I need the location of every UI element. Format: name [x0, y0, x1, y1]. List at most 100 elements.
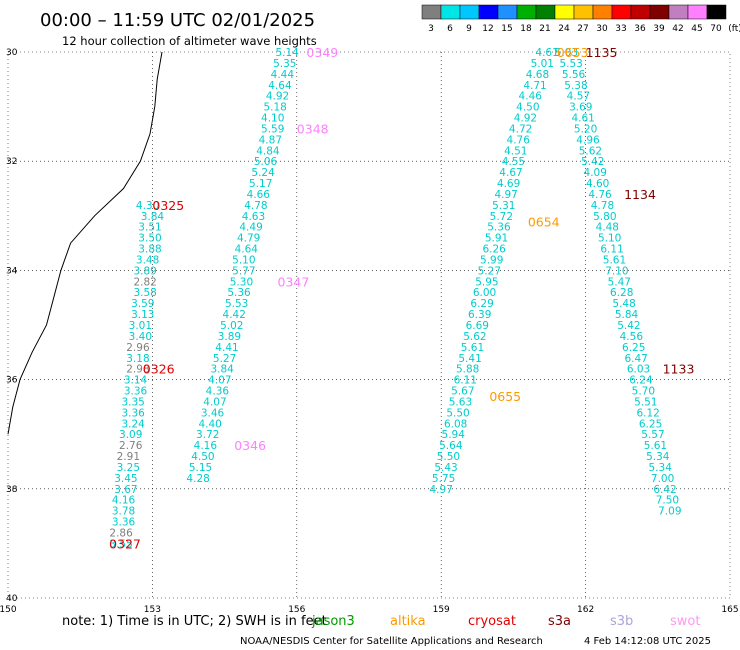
wave-height-value: 5.41: [458, 353, 481, 365]
wave-height-value: 4.64: [268, 80, 292, 92]
pass-time-label: 1135: [586, 45, 618, 60]
wave-height-value: 3.69: [569, 102, 592, 114]
wave-height-value: 5.88: [456, 364, 479, 376]
wave-height-value: 3.55: [109, 538, 132, 550]
wave-height-value: 5.77: [232, 265, 255, 277]
pass-time-label: 0327: [109, 536, 141, 551]
wave-height-value: 6.11: [600, 244, 623, 256]
wave-height-value: 4.76: [507, 134, 531, 146]
wave-height-value: 3.25: [117, 462, 140, 474]
colorbar-label: 42: [672, 24, 683, 34]
wave-height-value: 5.62: [463, 331, 486, 343]
wave-height-value: 5.31: [492, 200, 515, 212]
plot-frame: [7, 51, 731, 599]
wave-height-value: 5.24: [251, 167, 275, 179]
wave-height-value: 3.09: [119, 429, 142, 441]
wave-height-value: 5.50: [446, 407, 469, 419]
wave-height-value: 3.51: [138, 222, 161, 234]
wave-height-value: 6.08: [444, 418, 467, 430]
wave-height-value: 5.34: [649, 462, 673, 474]
wave-height-value: 4.84: [256, 145, 280, 157]
colorbar-swatch: [687, 4, 708, 20]
footer: note: 1) Time is in UTC; 2) SWH is in fe…: [62, 614, 711, 647]
wave-height-value: 5.61: [603, 254, 626, 266]
satellite-legend: jason3 altika cryosat s3a s3b swot: [311, 614, 700, 629]
x-tick-label: 159: [433, 605, 450, 615]
wave-height-value: 4.61: [571, 113, 594, 125]
wave-height-value: 5.95: [475, 276, 498, 288]
wave-height-value: 4.92: [266, 91, 289, 103]
wave-height-value: 4.41: [215, 342, 238, 354]
wave-height-value: 5.30: [230, 276, 253, 288]
y-tick-label: 32: [6, 157, 17, 167]
wave-height-value: 4.07: [203, 396, 226, 408]
colorbar-label: (ft): [728, 24, 740, 34]
pass-time-label: 0348: [297, 121, 329, 136]
colorbar-swatch: [516, 4, 537, 20]
wave-height-value: 5.43: [434, 462, 457, 474]
wave-height-value: 4.42: [223, 309, 246, 321]
colorbar-swatch: [478, 4, 499, 20]
pass-time-label: 0326: [143, 362, 175, 377]
wave-height-value: 4.40: [198, 418, 221, 430]
wave-height-value: 5.47: [608, 276, 631, 288]
wave-height-value: 5.94: [442, 429, 466, 441]
wave-height-value: 4.57: [567, 91, 590, 103]
wave-height-value: 5.70: [632, 386, 655, 398]
wave-height-value: 6.00: [473, 287, 496, 299]
wave-height-value: 3.72: [196, 429, 219, 441]
wave-height-value: 2.91: [117, 451, 140, 463]
colorbar-swatch: [535, 4, 556, 20]
wave-height-value: 2.76: [119, 440, 143, 452]
wave-height-value: 4.46: [519, 91, 543, 103]
wave-height-value: 4.48: [596, 222, 619, 234]
colorbar-label: 15: [501, 24, 512, 34]
wave-height-value: 3.89: [133, 265, 156, 277]
colorbar-swatch: [440, 4, 461, 20]
wave-height-value: 5.35: [273, 58, 296, 70]
wave-height-value: 6.29: [470, 298, 493, 310]
wave-height-value: 6.03: [627, 364, 650, 376]
x-tick-label: 156: [288, 605, 305, 615]
satellite-legend-item: s3a: [548, 614, 571, 629]
coastline: [7, 51, 163, 435]
wave-height-value: 5.51: [634, 396, 657, 408]
wave-height-value: 2.96: [126, 342, 150, 354]
wave-height-value: 6.12: [636, 407, 659, 419]
axis-ticks: 150 153 156 159 162 165 30 32 34 36 38 40: [0, 48, 739, 615]
wave-height-value: 5.42: [581, 156, 604, 168]
wave-height-value: 5.80: [593, 211, 616, 223]
satellite-legend-item: s3b: [610, 614, 633, 629]
wave-height-value: 3.35: [121, 396, 144, 408]
colorbar-swatch: [611, 4, 632, 20]
wave-height-value: 3.36: [112, 517, 136, 529]
wave-height-value: 5.10: [598, 233, 621, 245]
wave-height-value: 5.38: [564, 80, 587, 92]
wave-height-value: 5.42: [617, 320, 640, 332]
wave-height-value: 5.10: [232, 254, 255, 266]
wave-height-value: 5.59: [261, 123, 284, 135]
wave-height-value: 3.78: [112, 506, 135, 518]
wave-height-value: 2.82: [133, 276, 156, 288]
grid-lines: [8, 52, 730, 598]
wave-height-value: 4.78: [591, 200, 614, 212]
wave-height-value: 2.86: [109, 527, 133, 539]
wave-height-value: 5.18: [263, 102, 286, 114]
wave-height-value: 4.72: [509, 123, 532, 135]
wave-height-value: 3.18: [126, 353, 149, 365]
pass-time-label: 1134: [624, 187, 656, 202]
colorbar-label: 33: [615, 24, 626, 34]
colorbar-label: 45: [691, 24, 702, 34]
wave-height-value: 4.92: [514, 113, 537, 125]
wave-height-value: 3.59: [131, 298, 154, 310]
pass-time-label: 0655: [489, 389, 521, 404]
wave-height-value: 3.45: [114, 473, 137, 485]
y-tick-label: 36: [6, 376, 18, 386]
satellite-legend-item: cryosat: [468, 614, 516, 629]
wave-height-value: 5.17: [249, 178, 272, 190]
wave-height-value: 4.28: [186, 473, 209, 485]
colorbar-swatch: [459, 4, 480, 20]
wave-height-value: 5.53: [225, 298, 248, 310]
